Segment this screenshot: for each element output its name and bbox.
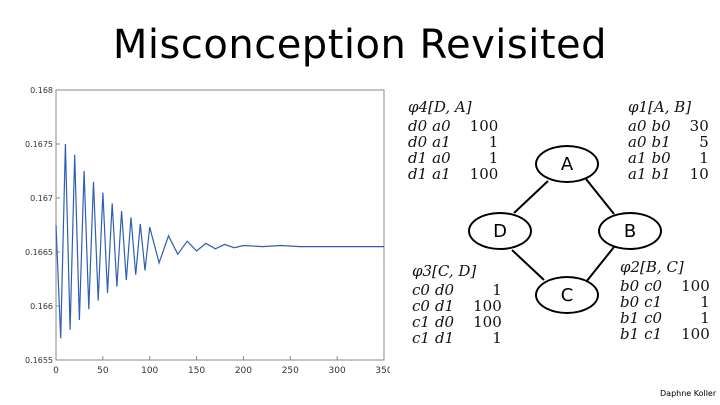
x-tick-label: 50: [97, 366, 109, 376]
convergence-line-chart: 0 50 100 150 200 250 300 350 0.1655 0.166 0.1665 0.…: [25, 86, 390, 376]
slide-title: Misconception Revisited: [112, 22, 608, 68]
x-tick-label: 200: [235, 366, 252, 376]
node-D: D: [468, 212, 532, 250]
y-tick-label: 0.166: [30, 302, 53, 311]
series-line: [55, 143, 384, 339]
factor-title: φ4[D, A]: [408, 98, 472, 116]
x-tick-label: 150: [188, 366, 205, 376]
factor-title: φ2[B, C]: [620, 258, 684, 276]
edge-D-A: [513, 180, 549, 214]
factor-title: φ1[A, B]: [628, 98, 692, 116]
y-tick-label: 0.1655: [25, 356, 53, 365]
factor-table-phi2: φ2[B, C] b0 c0 100 b0 c1 1 b1 c0 1 b1 c1 100: [620, 258, 710, 343]
node-A: A: [535, 145, 599, 183]
factor-table-phi3: φ3[C, D] c0 d0 1 c0 d1 100 c1 d0 100 c1 d1 1: [412, 262, 502, 347]
y-tick-label: 0.168: [30, 86, 53, 95]
factor-table-phi4: φ4[D, A] d0 a0 100 d0 a1 1 d1 a0 1 d1 a1 100: [408, 98, 499, 183]
edge-C-D: [511, 249, 545, 281]
node-B: B: [598, 212, 662, 250]
y-tick-label: 0.1675: [25, 140, 53, 149]
x-tick-label: 100: [141, 366, 158, 376]
x-tick-label: 300: [329, 366, 346, 376]
edge-B-C: [585, 246, 615, 283]
y-tick-label: 0.167: [30, 194, 53, 203]
x-tick-label: 0: [53, 366, 59, 376]
x-tick-label: 250: [282, 366, 299, 376]
factor-table-phi1: φ1[A, B] a0 b0 30 a0 b1 5 a1 b0 1 a1 b1 10: [628, 98, 709, 183]
factor-title: φ3[C, D]: [412, 262, 477, 280]
edge-A-B: [585, 178, 615, 215]
author-credit: Daphne Koller: [660, 389, 717, 398]
node-C: C: [535, 276, 599, 314]
x-tick-label: 350: [375, 366, 390, 376]
y-tick-label: 0.1665: [25, 248, 53, 257]
